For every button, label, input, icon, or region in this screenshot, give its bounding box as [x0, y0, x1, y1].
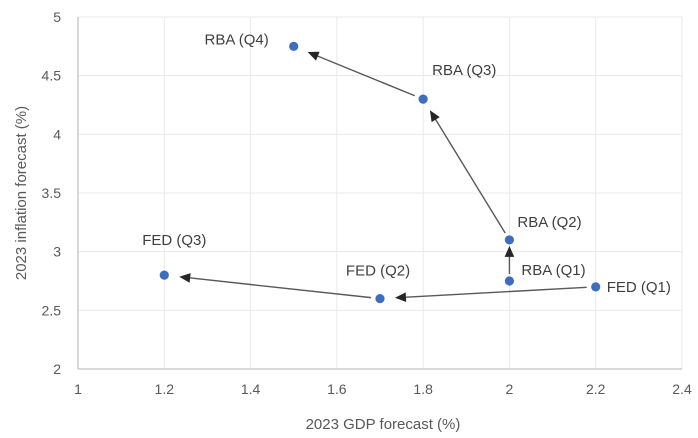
data-point-rba-q1 [504, 276, 515, 286]
data-point-fed-q2 [375, 294, 385, 304]
point-labels: FED (Q1) FED (Q2) FED (Q3) RBA (Q1) RBA (Q2)… [142, 31, 671, 296]
point-label-rba-q2: RBA (Q2) [517, 214, 581, 231]
x-axis-title: 2023 GDP forecast (%) [306, 416, 461, 433]
axes: 1 1.2 1.4 1.6 1.8 2 2.2 2.4 2 2.5 3 3.5 4 4.5 5 [42, 9, 692, 397]
x-tick-label: 1.8 [413, 381, 433, 397]
data-point-fed-q3 [159, 270, 169, 280]
data-point-fed-q1 [591, 282, 601, 292]
data-point-rba-q4 [289, 41, 299, 51]
point-label-rba-q4: RBA (Q4) [205, 31, 269, 48]
y-tick-label: 3.5 [42, 185, 62, 201]
point-label-fed-q1: FED (Q1) [607, 279, 671, 296]
x-tick-label: 2 [506, 381, 514, 397]
y-axis-title: 2023 inflation forecast (%) [13, 106, 30, 280]
point-label-rba-q3: RBA (Q3) [432, 62, 496, 79]
y-tick-label: 2 [53, 361, 61, 377]
data-point-rba-q2 [504, 235, 515, 245]
x-tick-label: 2.4 [672, 381, 692, 397]
arrow-line-fed-q1-to-fed-q2 [403, 286, 587, 298]
y-tick-label: 4.5 [42, 68, 62, 84]
x-tick-label: 1.2 [155, 381, 175, 397]
x-tick-label: 1 [74, 381, 82, 397]
arrow-head-fed-q2 [394, 292, 407, 302]
arrow-head-fed-q3 [179, 273, 191, 283]
arrow-head-rba-q3 [429, 110, 440, 123]
x-tick-label: 1.6 [327, 381, 347, 397]
y-tick-label: 2.5 [42, 302, 62, 318]
x-tick-label: 2.2 [586, 381, 606, 397]
arrow-head-rba-q4 [307, 51, 320, 61]
gridlines [77, 16, 683, 370]
y-tick-label: 4 [53, 126, 61, 142]
point-label-fed-q2: FED (Q2) [346, 263, 410, 280]
x-tick-label: 1.4 [241, 381, 261, 397]
data-points [159, 41, 601, 304]
arrow-line-rba-q2-to-rba-q3 [434, 117, 506, 234]
trend-arrows [179, 51, 587, 302]
point-label-fed-q3: FED (Q3) [142, 232, 206, 249]
y-tick-label: 5 [53, 9, 61, 25]
arrow-head-rba-q2 [504, 245, 515, 257]
arrow-line-fed-q2-to-fed-q3 [188, 277, 372, 299]
arrow-line-rba-q3-to-rba-q4 [315, 54, 416, 97]
point-label-rba-q1: RBA (Q1) [521, 262, 585, 279]
y-tick-label: 3 [53, 244, 61, 260]
data-point-rba-q3 [418, 94, 428, 104]
